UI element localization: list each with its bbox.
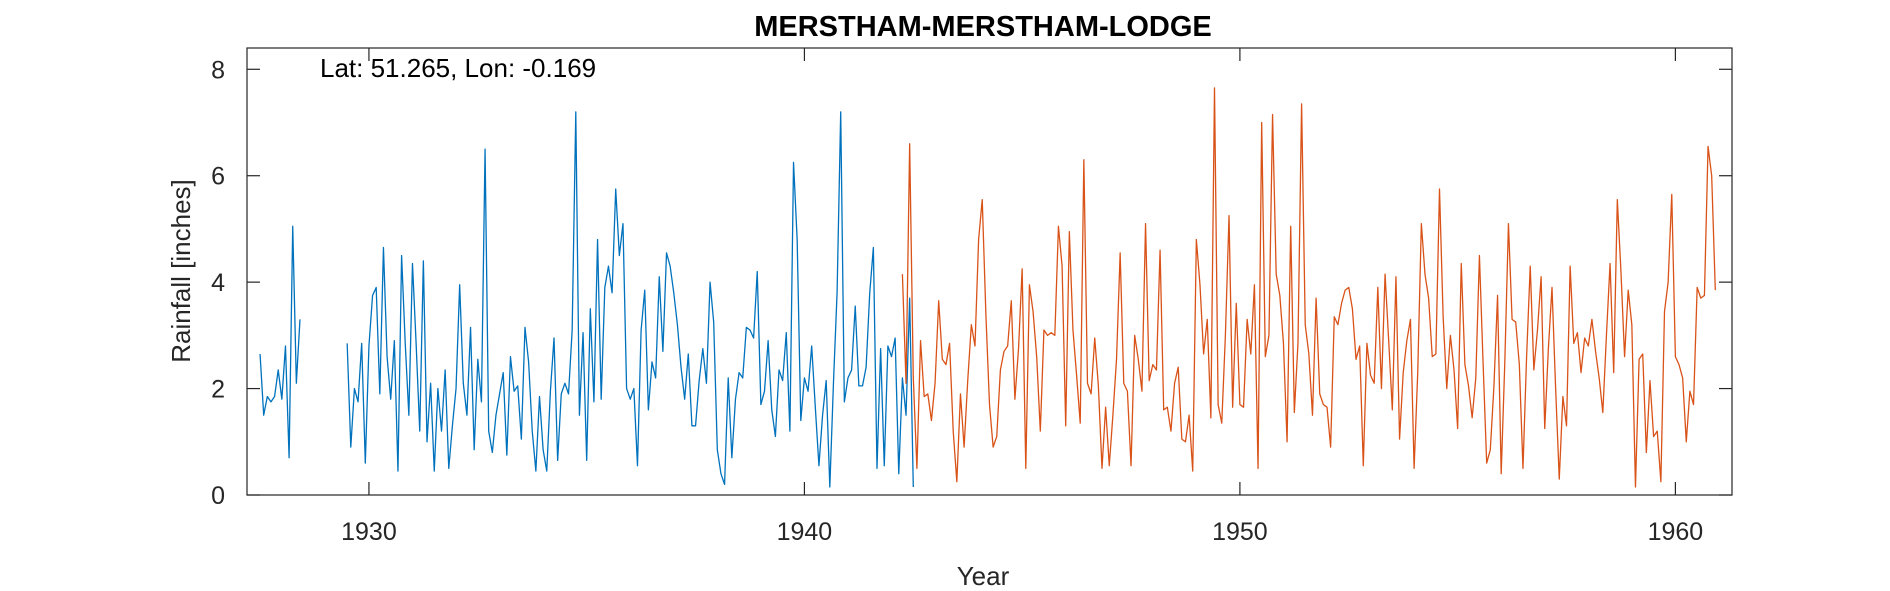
- y-tick-label: 2: [211, 376, 225, 404]
- series-1-line: [259, 111, 914, 488]
- series-layer: [259, 87, 1716, 488]
- station-coordinates-annotation: Lat: 51.265, Lon: -0.169: [320, 53, 596, 83]
- tick-layer: 1930 1940 1950 1960 0 2 4 6 8: [211, 48, 1732, 546]
- x-tick-label: 1930: [341, 518, 397, 546]
- y-tick-label: 4: [211, 269, 225, 297]
- chart-title: MERSTHAM-MERSTHAM-LODGE: [754, 11, 1212, 43]
- x-axis-label: Year: [957, 561, 1010, 591]
- x-tick-label: 1940: [777, 518, 833, 546]
- y-tick-label: 0: [211, 482, 225, 510]
- y-tick-label: 8: [211, 56, 225, 84]
- y-axis-label: Rainfall [inches]: [166, 179, 196, 363]
- plot-area-background: [247, 48, 1732, 495]
- plot-area-frame: [246, 47, 1733, 496]
- x-tick-label: 1960: [1648, 518, 1704, 546]
- series-2-line: [901, 87, 1716, 488]
- x-tick-label: 1950: [1212, 518, 1268, 546]
- y-tick-label: 6: [211, 163, 225, 191]
